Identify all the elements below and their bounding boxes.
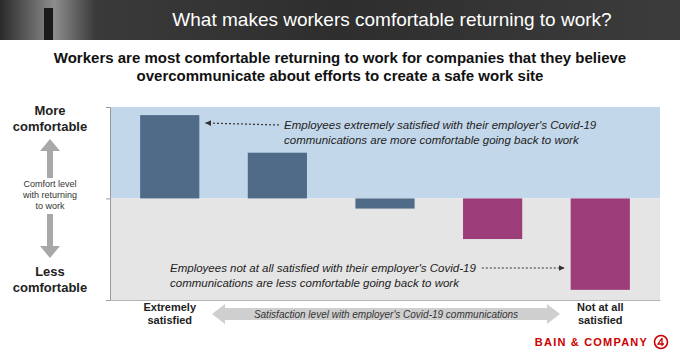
text-line: overcommunicate about efforts to create … bbox=[137, 67, 544, 84]
text-line: Employees extremely satisfied with their… bbox=[284, 119, 597, 131]
x-arrow bbox=[212, 304, 560, 324]
negative-region bbox=[110, 198, 660, 300]
y-arrow-up bbox=[40, 139, 60, 178]
y-tick bbox=[106, 198, 110, 199]
text-line: Workers are most comfortable returning t… bbox=[54, 49, 626, 66]
y-axis-title: Comfort levelwith returningto work bbox=[22, 179, 77, 211]
chart-container: What makes workers comfortable returning… bbox=[0, 0, 680, 355]
x-tick-label: Extremelysatisfied bbox=[143, 301, 196, 326]
text-line: communications are less comfortable goin… bbox=[170, 277, 460, 289]
source-logo: BAIN & COMPANY bbox=[535, 336, 648, 348]
text-line: with returning bbox=[22, 190, 77, 200]
text-line: to work bbox=[35, 201, 65, 211]
bars bbox=[140, 115, 630, 290]
text-line: comfortable bbox=[13, 280, 87, 295]
text-line: satisfied bbox=[147, 314, 192, 326]
text-line: Extremely bbox=[143, 301, 196, 313]
y-axis-line bbox=[106, 108, 111, 301]
bar bbox=[463, 198, 522, 239]
text-line: Employees not at all satisfied with thei… bbox=[170, 262, 476, 274]
annotation-high: Employees extremely satisfied with their… bbox=[284, 119, 597, 146]
x-axis-title: Satisfaction level with employer's Covid… bbox=[254, 309, 518, 320]
text-line: Comfort level bbox=[23, 179, 76, 189]
y-tick-mark bbox=[106, 198, 110, 199]
bar bbox=[355, 198, 414, 208]
y-axis bbox=[106, 108, 111, 301]
text-line: comfortable bbox=[13, 119, 87, 134]
text-line: More bbox=[34, 103, 65, 118]
text-line: satisfied bbox=[578, 314, 623, 326]
y-arrow-down bbox=[40, 214, 60, 258]
positive-region bbox=[110, 107, 660, 198]
x-axis: ExtremelysatisfiedNot at allsatisfied bbox=[111, 300, 661, 326]
logo-mark bbox=[655, 336, 668, 349]
title-banner bbox=[0, 0, 680, 40]
title: What makes workers comfortable returning… bbox=[172, 9, 611, 30]
banner-figure bbox=[44, 8, 53, 40]
logo-mark-inner bbox=[658, 338, 664, 346]
y-end-label-top: Morecomfortable bbox=[13, 103, 87, 134]
text-line: Not at all bbox=[577, 301, 623, 313]
bar bbox=[248, 153, 307, 199]
annotation-low: Employees not at all satisfied with thei… bbox=[170, 262, 476, 289]
x-tick-label: Not at allsatisfied bbox=[577, 301, 623, 326]
text-line: communications are more comfortable goin… bbox=[284, 134, 580, 146]
chart-svg: What makes workers comfortable returning… bbox=[0, 0, 680, 355]
text-line: Less bbox=[35, 264, 65, 279]
x-tick: Not at allsatisfied bbox=[577, 300, 623, 326]
bar bbox=[571, 198, 630, 289]
annotation-arrow bbox=[205, 123, 279, 125]
annotation-arrow bbox=[482, 267, 565, 268]
subtitle: Workers are most comfortable returning t… bbox=[54, 49, 626, 84]
x-tick: Extremelysatisfied bbox=[143, 300, 196, 326]
bar bbox=[140, 115, 199, 198]
y-end-label-bottom: Lesscomfortable bbox=[13, 264, 87, 295]
